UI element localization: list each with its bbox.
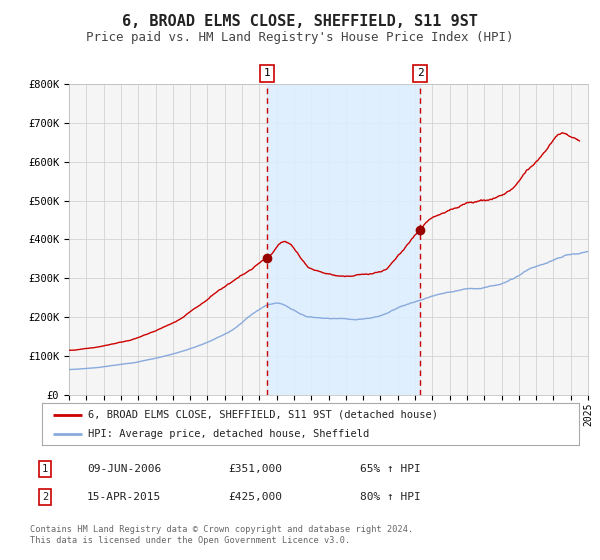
Text: 2: 2: [416, 68, 424, 78]
Text: HPI: Average price, detached house, Sheffield: HPI: Average price, detached house, Shef…: [88, 429, 369, 439]
Text: 2: 2: [42, 492, 48, 502]
Bar: [267, 84, 420, 395]
Text: 09-JUN-2006: 09-JUN-2006: [87, 464, 161, 474]
Text: Price paid vs. HM Land Registry's House Price Index (HPI): Price paid vs. HM Land Registry's House …: [86, 31, 514, 44]
Text: £351,000: £351,000: [228, 464, 282, 474]
Text: 80% ↑ HPI: 80% ↑ HPI: [360, 492, 421, 502]
Text: £425,000: £425,000: [228, 492, 282, 502]
Text: 1: 1: [42, 464, 48, 474]
Text: 6, BROAD ELMS CLOSE, SHEFFIELD, S11 9ST: 6, BROAD ELMS CLOSE, SHEFFIELD, S11 9ST: [122, 14, 478, 29]
Text: Contains HM Land Registry data © Crown copyright and database right 2024.
This d: Contains HM Land Registry data © Crown c…: [30, 525, 413, 545]
Text: 65% ↑ HPI: 65% ↑ HPI: [360, 464, 421, 474]
Text: 1: 1: [263, 68, 270, 78]
Text: 6, BROAD ELMS CLOSE, SHEFFIELD, S11 9ST (detached house): 6, BROAD ELMS CLOSE, SHEFFIELD, S11 9ST …: [88, 409, 437, 419]
Text: 15-APR-2015: 15-APR-2015: [87, 492, 161, 502]
